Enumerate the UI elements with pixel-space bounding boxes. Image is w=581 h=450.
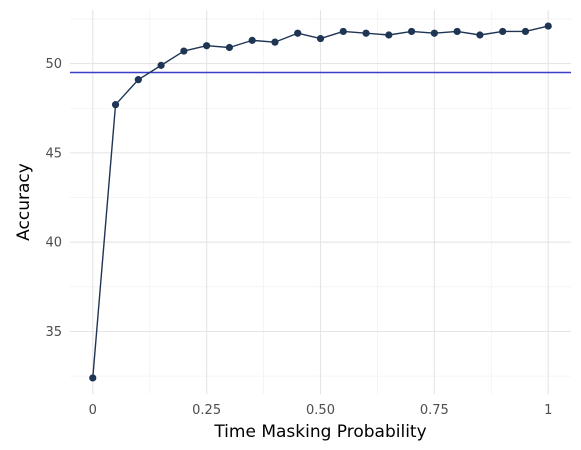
- data-point: [476, 31, 484, 39]
- y-tick-label: 40: [45, 236, 62, 251]
- y-axis-tick-labels: 35 40 45 50: [45, 57, 62, 340]
- data-point: [362, 29, 370, 37]
- data-point: [407, 27, 416, 36]
- data-point: [430, 29, 438, 37]
- y-axis-title: Accuracy: [14, 163, 34, 241]
- x-axis-title: Time Masking Probability: [213, 422, 426, 442]
- x-tick-label: 0.50: [306, 403, 335, 418]
- data-point: [271, 38, 279, 46]
- data-point: [294, 29, 302, 37]
- data-point: [180, 47, 188, 55]
- data-point: [89, 374, 97, 382]
- y-tick-label: 45: [45, 146, 62, 161]
- data-point: [111, 101, 120, 109]
- x-tick-label: 0: [89, 403, 97, 418]
- data-point: [385, 31, 393, 39]
- x-axis-tick-labels: 0 0.25 0.50 0.75 1: [89, 403, 553, 418]
- x-tick-label: 1: [544, 403, 552, 418]
- data-point: [544, 22, 552, 30]
- x-tick-label: 0.75: [420, 403, 449, 418]
- data-point: [134, 76, 142, 84]
- data-point: [248, 36, 256, 44]
- series-points: [89, 22, 552, 382]
- data-point: [316, 34, 325, 43]
- data-point: [203, 42, 211, 50]
- data-point: [339, 27, 347, 36]
- y-tick-label: 50: [45, 57, 62, 72]
- data-point: [499, 27, 507, 36]
- major-gridlines: [70, 10, 571, 394]
- y-tick-label: 35: [45, 325, 62, 340]
- data-point: [157, 61, 165, 69]
- data-point: [453, 27, 461, 36]
- data-point: [225, 43, 234, 52]
- data-point: [521, 27, 530, 36]
- x-tick-label: 0.25: [192, 403, 221, 418]
